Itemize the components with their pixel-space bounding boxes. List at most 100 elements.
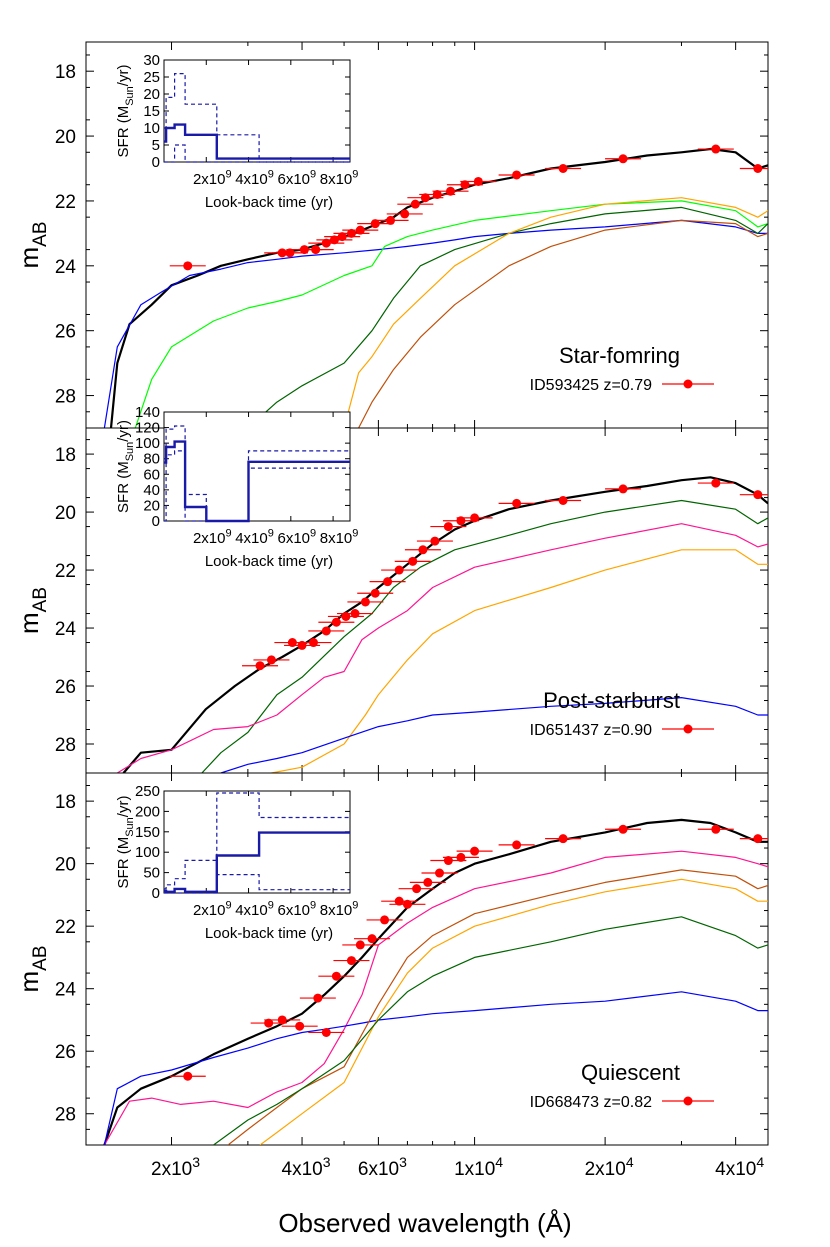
y-tick-label: 22 — [55, 561, 76, 582]
panel-frame — [85, 772, 769, 1146]
sfh-best-line — [164, 123, 350, 160]
y-tick-label: 18 — [55, 445, 76, 466]
y-tick-label: 18 — [55, 792, 76, 813]
data-point — [418, 545, 428, 555]
data-point — [380, 915, 390, 925]
data-point — [420, 193, 430, 203]
inset-y-title-tail: /yr) — [115, 65, 132, 87]
data-point — [331, 617, 341, 627]
x-tick-label: 2x103 — [151, 1154, 200, 1180]
data-point — [355, 225, 365, 235]
inset-x-tick-label: 2x109 — [193, 528, 232, 547]
inset-x-tick-label: 2x109 — [193, 169, 232, 188]
x-tick-label-base: 2x10 — [151, 1159, 192, 1180]
inset-y-title-sub: Sun — [124, 442, 136, 462]
inset-x-tick-label-base: 2x10 — [193, 902, 226, 919]
data-point — [183, 261, 193, 271]
inset-x-tick-label-exp: 9 — [352, 900, 358, 912]
inset-frame — [163, 790, 351, 894]
y-axis-title-sub: AB — [30, 587, 51, 612]
y-tick-label: 24 — [55, 619, 77, 640]
panel-3: 18 20 22 24 26 28 mAB Quiescent ID668473 z=0.82 0… — [14, 772, 769, 1146]
series-line-orange — [271, 549, 768, 773]
inset-y-tick-label: 10 — [143, 120, 160, 137]
data-point — [321, 626, 331, 636]
inset-x-tick-label-exp: 9 — [225, 169, 231, 181]
data-point — [355, 940, 365, 950]
data-point — [360, 597, 370, 607]
y-tick-label: 20 — [55, 855, 76, 876]
series-line-green_dark — [213, 916, 768, 1145]
series-line-pink — [103, 850, 768, 1145]
data-point — [350, 609, 360, 619]
data-point — [308, 638, 318, 648]
inset-x-tick-label: 4x109 — [235, 528, 274, 547]
data-point — [410, 199, 420, 209]
data-point — [711, 478, 721, 488]
inset-x-tick-label: 8x109 — [320, 900, 359, 919]
data-point — [266, 655, 276, 665]
x-tick-label: 1x104 — [454, 1154, 503, 1180]
inset-y-tick-label: 25 — [143, 69, 160, 86]
inset-y-title: SFR (MSun/yr) — [115, 796, 136, 889]
y-tick-label: 24 — [55, 257, 77, 278]
inset-x-tick-label-base: 4x10 — [235, 171, 268, 188]
data-point — [287, 638, 297, 648]
x-tick-label-base: 1x10 — [454, 1159, 495, 1180]
x-tick-label: 2x104 — [585, 1154, 634, 1180]
data-point — [456, 516, 466, 526]
y-axis-title-sub: AB — [30, 945, 51, 970]
inset-y-title-sub: Sun — [124, 817, 136, 837]
inset-x-tick-label: 2x109 — [193, 900, 232, 919]
y-tick-label: 28 — [55, 387, 76, 408]
x-tick-label: 4x104 — [715, 1154, 764, 1180]
data-point — [558, 164, 568, 174]
series-line-brown — [227, 869, 768, 1145]
inset-y-title-main: SFR (M — [115, 461, 132, 513]
series-line-green_dark — [247, 206, 768, 428]
y-tick-label: 28 — [55, 1105, 76, 1126]
series-line-orange — [343, 197, 768, 428]
data-point — [402, 899, 412, 909]
x-axis: 2x103 4x103 6x103 1x104 2x104 4x104 — [151, 1154, 764, 1180]
inset-y-tick-label: 100 — [135, 435, 160, 452]
data-point — [443, 856, 453, 866]
data-point — [331, 971, 341, 981]
x-tick-label-exp: 3 — [399, 1154, 407, 1170]
data-point — [753, 164, 763, 174]
y-tick-label: 28 — [55, 735, 76, 756]
inset-x-title: Look-back time (yr) — [205, 553, 333, 570]
data-point — [183, 1071, 193, 1081]
inset-x-tick-label-base: 6x10 — [277, 530, 310, 547]
inset-x-tick-label-exp: 9 — [310, 169, 316, 181]
panel-1: 18 20 22 24 26 28 mAB Star-fomring ID593425 z=0.… — [14, 41, 769, 429]
inset-y-title-main: SFR (M — [115, 837, 132, 889]
data-point — [255, 661, 265, 671]
data-point — [367, 934, 377, 944]
series-line-brown — [358, 219, 768, 428]
data-point — [264, 1018, 274, 1028]
inset-y-tick-label: 30 — [143, 52, 160, 69]
data-point — [329, 235, 339, 245]
legend-label: ID668473 z=0.82 — [530, 1094, 652, 1111]
data-point — [341, 611, 351, 621]
x-tick-label-exp: 4 — [626, 1154, 634, 1170]
data-point — [394, 896, 404, 906]
inset-y-title-sub: Sun — [124, 86, 136, 106]
inset-y-tick-label: 80 — [143, 451, 160, 468]
inset-x-tick-label-exp: 9 — [268, 528, 274, 540]
series-line-orange — [259, 878, 768, 1145]
x-tick-label-exp: 4 — [756, 1154, 764, 1170]
data-point — [408, 556, 418, 566]
inset-x-tick-label: 6x109 — [277, 528, 316, 547]
y-axis-title-sub: AB — [30, 221, 51, 246]
inset-x-tick-label-base: 2x10 — [193, 171, 226, 188]
inset-y-tick-label: 20 — [143, 497, 160, 514]
data-point — [313, 993, 323, 1003]
y-tick-label: 22 — [55, 192, 76, 213]
data-point — [512, 840, 522, 850]
inset-x-tick-label-exp: 9 — [310, 900, 316, 912]
y-tick-label: 26 — [55, 322, 76, 343]
inset-x-tick-label-exp: 9 — [225, 528, 231, 540]
